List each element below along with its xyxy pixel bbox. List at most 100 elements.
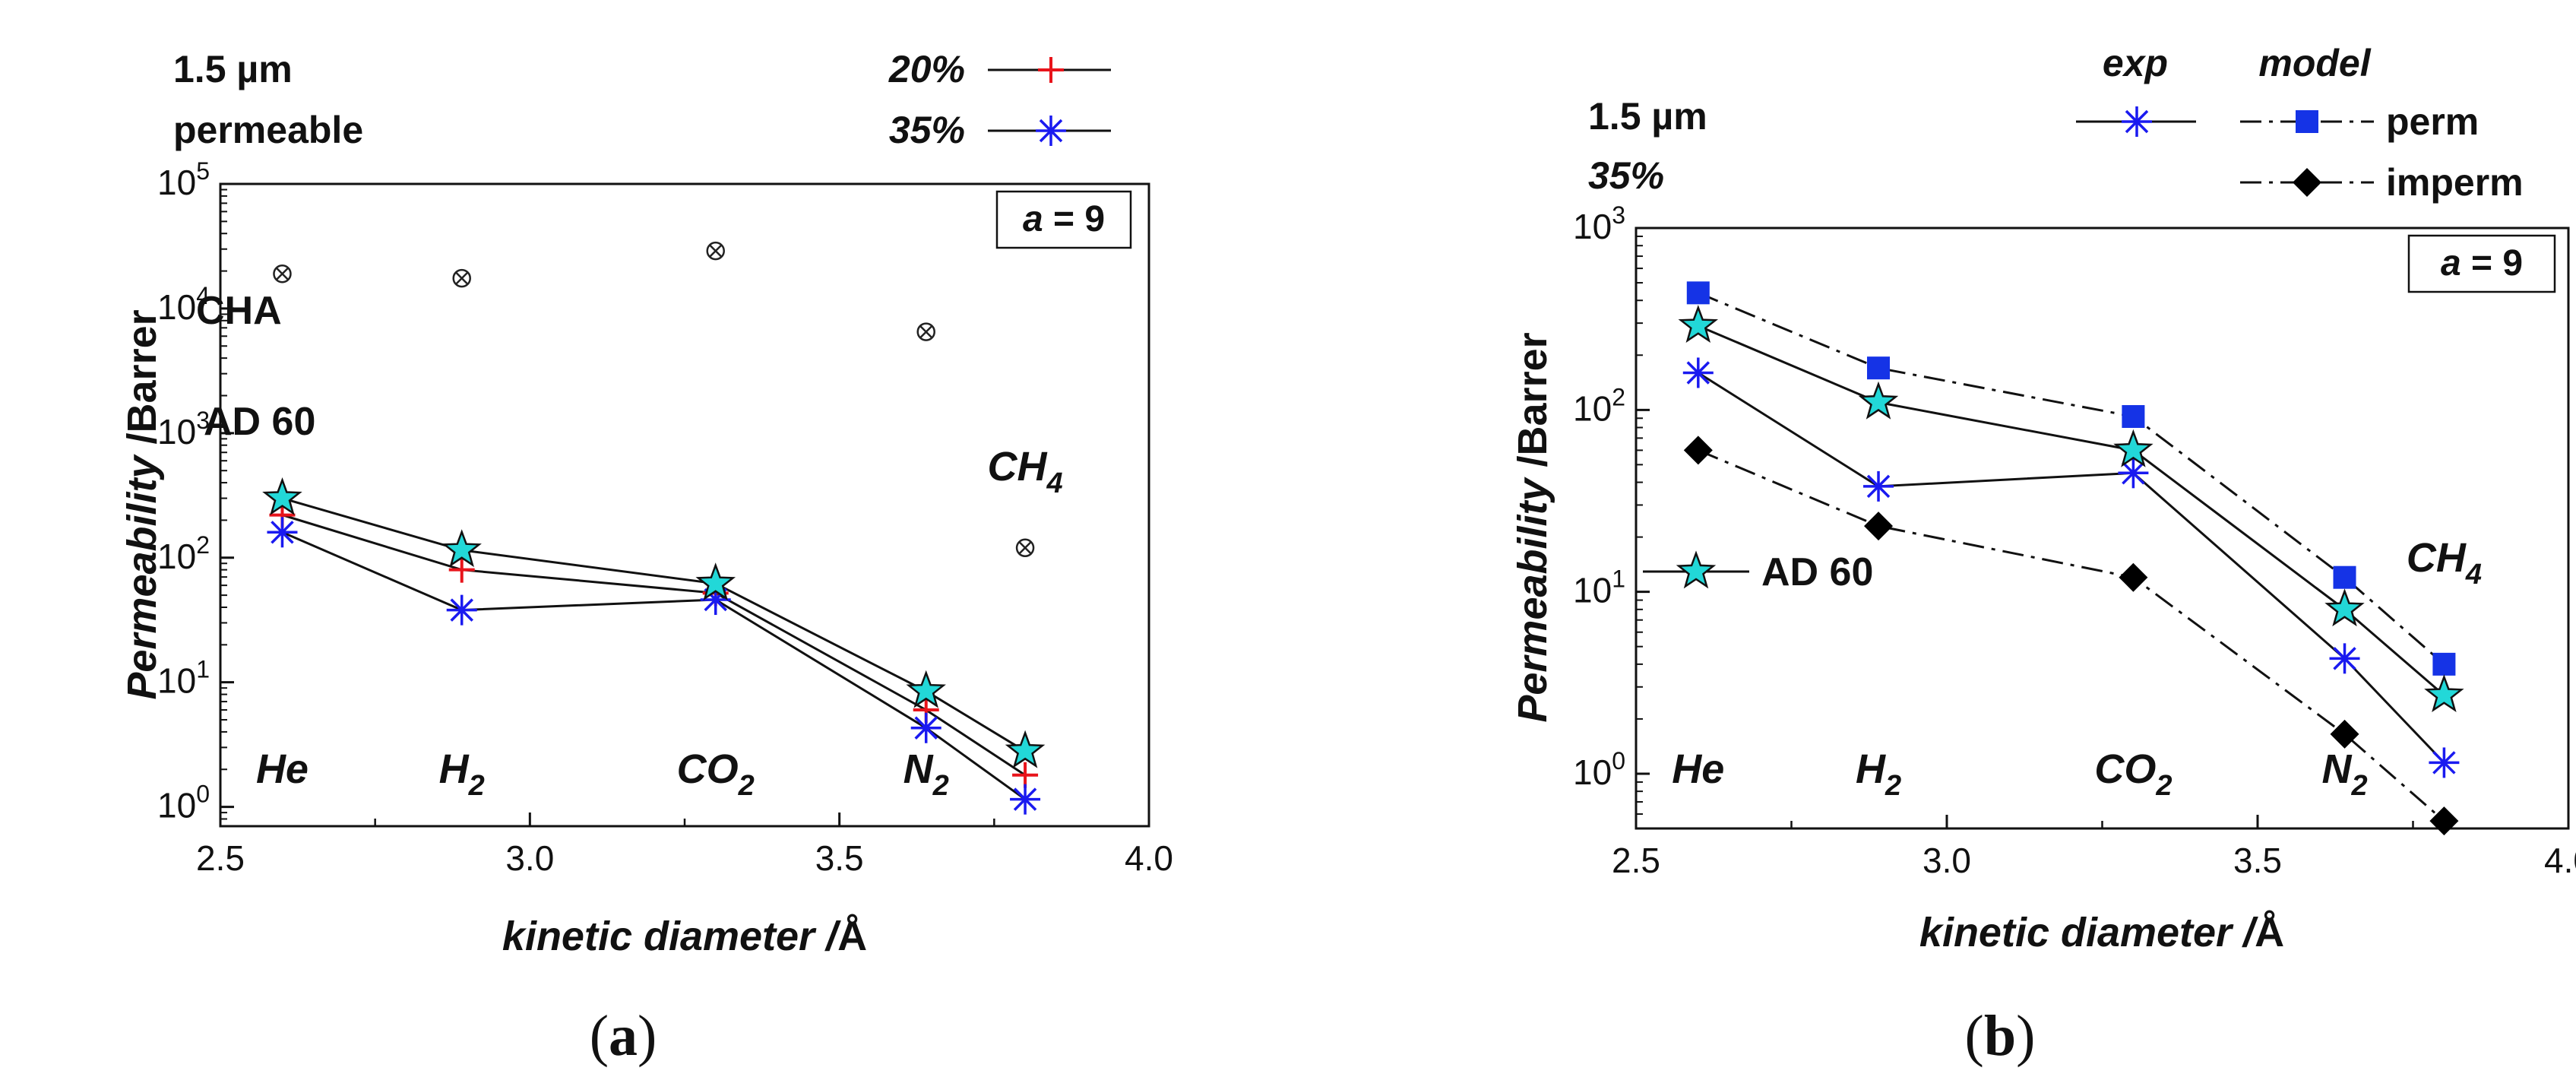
data-point-star	[262, 477, 302, 515]
gas-label: H2	[439, 746, 485, 802]
y-tick-label: 102	[157, 531, 210, 576]
legend-b-marker-asterisk	[2122, 106, 2152, 137]
legend-marker	[1676, 550, 1717, 589]
legend-b-label-ad60: AD 60	[1761, 550, 1873, 594]
x-tick-label: 4.0	[2544, 841, 2576, 880]
parameter-label-a: a = 9	[1023, 199, 1105, 239]
data-point-asterisk	[2329, 643, 2360, 674]
data-point-diamond	[2429, 806, 2459, 836]
condition-label-a: permeable	[173, 109, 363, 151]
y-tick-label: 102	[1573, 383, 1625, 428]
y-tick-label: 104	[157, 282, 210, 327]
gas-label: CO2	[677, 746, 755, 802]
data-point-star	[906, 670, 946, 708]
data-point-star	[2113, 429, 2154, 467]
gas-label: CH4	[2407, 535, 2482, 591]
legend-b-marker-diamond	[2293, 168, 2321, 197]
y-tick-label: 103	[1573, 201, 1625, 246]
x-tick-label: 3.5	[815, 838, 864, 878]
data-point-asterisk	[910, 712, 941, 743]
data-point-circle-x	[1015, 538, 1035, 558]
legend-b-label-perm: perm	[2386, 100, 2479, 143]
gas-label: H2	[1856, 746, 1901, 802]
plot-frame-b	[1635, 226, 2570, 830]
x-axis-label-a: kinetic diameter /Å	[502, 914, 867, 959]
gas-label: CH4	[987, 444, 1062, 499]
legend-marker	[2122, 106, 2152, 137]
data-point-diamond	[2119, 562, 2148, 592]
data-point-diamond	[1683, 436, 1713, 465]
plot-frame-a	[219, 182, 1150, 828]
data-point-asterisk	[1010, 784, 1041, 815]
data-point-star	[1005, 730, 1046, 768]
legend-marker	[2296, 110, 2318, 133]
x-tick-label: 3.5	[2233, 841, 2282, 880]
x-axis-label-b: kinetic diameter /Å	[1919, 910, 2284, 955]
data-point-square	[2432, 652, 2456, 676]
gas-labels-b: He H2 CO2 N2 CH4	[1672, 535, 2482, 802]
gas-label: He	[256, 746, 309, 792]
series-line	[282, 514, 1026, 777]
data-point-star	[441, 529, 482, 568]
thickness-label-a: 1.5 µm	[173, 48, 293, 90]
data-point-diamond	[2330, 719, 2359, 749]
axes-a: 2.5 3.0 3.5 4.0 100 101 102 103 104 105	[157, 157, 1173, 878]
data-point-star	[2424, 674, 2464, 713]
legend-marker	[1038, 57, 1064, 83]
data-point-asterisk	[267, 517, 298, 548]
data-point-plus	[448, 556, 475, 583]
data-point-asterisk	[1682, 357, 1714, 388]
series-line	[1698, 325, 2445, 696]
data-point-asterisk	[2118, 458, 2149, 489]
caption-a: (a)	[590, 1004, 657, 1068]
legend-a-label-35: 35%	[889, 109, 965, 151]
data-point-square	[1686, 281, 1710, 305]
y-axis-label-b: Permeability /Barrer	[1510, 332, 1555, 722]
gas-labels-a: He H2 CO2 N2 CH4	[256, 444, 1063, 802]
y-tick-label: 100	[1573, 747, 1625, 792]
data-point-square	[2333, 565, 2356, 589]
cha-label: CHA	[196, 289, 282, 333]
legend-a-marker-plus	[1038, 57, 1064, 83]
legend-b-header-model: model	[2258, 42, 2371, 84]
legend-b-label-imperm: imperm	[2386, 161, 2524, 204]
legend-marker	[2293, 168, 2321, 197]
data-point-square	[2122, 404, 2145, 428]
x-tick-label: 2.5	[196, 838, 245, 878]
data-point-star	[2324, 588, 2365, 627]
x-tick-label: 3.0	[1923, 841, 1971, 880]
gas-label: N2	[903, 746, 949, 802]
data-point-square	[1867, 356, 1891, 380]
data-point-circle-x	[916, 322, 935, 341]
thickness-label-b: 1.5 µm	[1588, 95, 1707, 138]
series-b	[1678, 281, 2464, 836]
panel-b: 1.5 µm 35% exp model perm imperm 2.5 3.0 3…	[1510, 42, 2576, 1068]
series-a	[262, 241, 1046, 815]
data-point-star	[1678, 305, 1719, 344]
legend-b-header-exp: exp	[2103, 42, 2168, 84]
gas-label: N2	[2321, 746, 2367, 802]
panel-a: 1.5 µm permeable 20% 35% 2.5 3.0 3.5 4.0 100…	[119, 48, 1173, 1068]
gas-label: He	[1672, 746, 1724, 792]
data-point-circle-x	[273, 264, 292, 284]
data-point-asterisk	[1863, 470, 1894, 502]
axes-b: 2.5 3.0 3.5 4.0 100 101 102 103	[1573, 201, 2576, 880]
y-tick-label: 101	[157, 656, 210, 701]
caption-b: (b)	[1965, 1004, 2036, 1068]
legend-b-marker-star	[1676, 550, 1717, 589]
x-tick-label: 4.0	[1125, 838, 1173, 878]
data-point-circle-x	[452, 268, 471, 288]
legend-a-marker-asterisk	[1036, 116, 1066, 146]
data-point-asterisk	[2429, 747, 2460, 778]
x-tick-label: 3.0	[505, 838, 554, 878]
x-tick-label: 2.5	[1612, 841, 1660, 880]
parameter-box-a	[995, 190, 1132, 249]
y-axis-label-a: Permeability /Barrer	[119, 309, 165, 699]
data-point-circle-x	[706, 241, 725, 261]
condition-label-b: 35%	[1588, 154, 1664, 197]
y-tick-label: 100	[157, 781, 210, 825]
legend-a-label-20: 20%	[888, 48, 965, 90]
data-point-diamond	[1864, 512, 1894, 541]
y-tick-label: 103	[157, 407, 210, 451]
data-point-plus	[1012, 762, 1039, 788]
